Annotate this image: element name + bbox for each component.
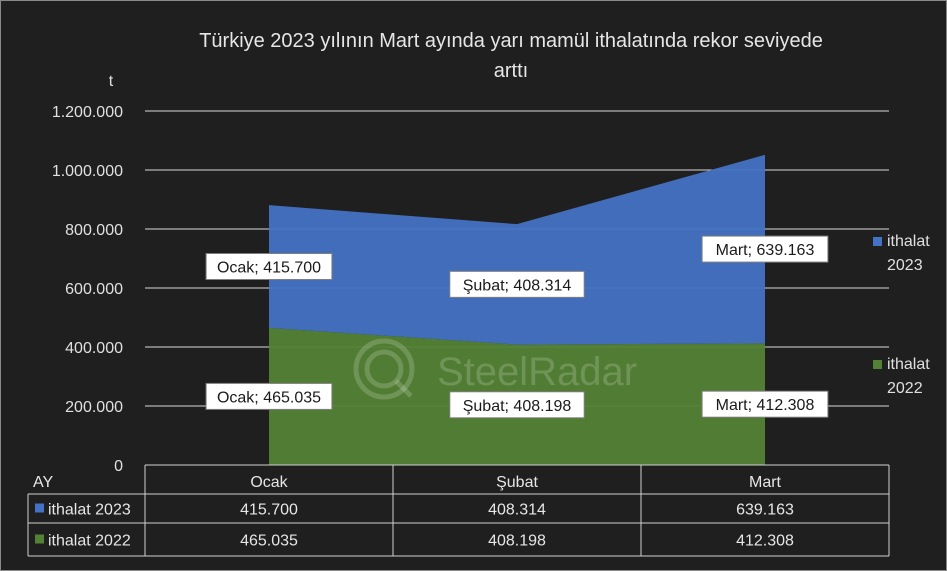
legend-entry-line-2: 2023 xyxy=(887,257,923,274)
data-table: AY Ocak Şubat Mart ithalat 2023 415.700 408.31… xyxy=(27,464,890,557)
table-category-label: Ocak xyxy=(250,474,288,491)
table-legend-swatch xyxy=(35,534,44,544)
table-category-label: Şubat xyxy=(496,474,538,491)
area-ithalat-2023 xyxy=(269,154,765,345)
table-cell: 408.198 xyxy=(488,533,546,550)
data-label: Şubat; 408.198 xyxy=(449,391,585,419)
y-tick-label: 600.000 xyxy=(65,281,123,298)
chart-title-line-1: Türkiye 2023 yılının Mart ayında yarı ma… xyxy=(199,30,823,52)
data-label: Ocak; 415.700 xyxy=(205,252,333,280)
table-cell: 412.308 xyxy=(736,533,794,550)
data-label-text: Şubat; 408.198 xyxy=(463,398,572,415)
table-cell: 639.163 xyxy=(736,502,794,519)
chart-title-line-2: arttı xyxy=(494,60,528,82)
y-tick-label: 1.000.000 xyxy=(52,163,123,180)
y-tick-label: 0 xyxy=(114,458,123,475)
data-label-text: Ocak; 465.035 xyxy=(217,389,321,406)
watermark-text: SteelRadar xyxy=(437,350,637,394)
table-row-header: AY xyxy=(33,474,53,491)
table-series-name: ithalat 2022 xyxy=(48,533,131,550)
legend-entry-line-2: 2022 xyxy=(887,380,923,397)
y-axis-ticks: 0 200.000 400.000 600.000 800.000 1.000.000 1.… xyxy=(52,104,123,475)
data-label-text: Şubat; 408.314 xyxy=(463,277,572,294)
table-cell: 465.035 xyxy=(240,533,298,550)
table-series-name: ithalat 2023 xyxy=(48,502,131,519)
data-label: Şubat; 408.314 xyxy=(449,270,585,298)
legend-swatch xyxy=(873,360,882,369)
watermark-logo xyxy=(353,338,415,400)
y-tick-label: 1.200.000 xyxy=(52,104,123,121)
legend: ithalat 2023 ithalat 2022 xyxy=(873,233,930,397)
legend-swatch xyxy=(873,237,882,246)
data-label-text: Mart; 412.308 xyxy=(716,397,815,414)
area-series xyxy=(269,154,765,465)
y-tick-label: 200.000 xyxy=(65,399,123,416)
y-tick-label: 400.000 xyxy=(65,340,123,357)
data-label: Ocak; 465.035 xyxy=(205,382,333,410)
data-label: Mart; 412.308 xyxy=(701,390,829,418)
legend-entry-line-1: ithalat xyxy=(887,233,930,250)
steelradar-watermark: SteelRadar xyxy=(353,338,637,400)
data-labels: Ocak; 465.035 Şubat; 408.198 Mart; 412.308… xyxy=(205,235,829,419)
table-cell: 408.314 xyxy=(488,502,546,519)
data-label-text: Mart; 639.163 xyxy=(716,242,815,259)
data-label: Mart; 639.163 xyxy=(701,235,829,263)
y-tick-label: 800.000 xyxy=(65,222,123,239)
table-cell: 415.700 xyxy=(240,502,298,519)
table-legend-swatch xyxy=(35,503,44,513)
legend-entry-line-1: ithalat xyxy=(887,356,930,373)
y-axis-unit-label: t xyxy=(109,73,114,90)
data-label-text: Ocak; 415.700 xyxy=(217,259,321,276)
table-category-label: Mart xyxy=(749,474,782,491)
